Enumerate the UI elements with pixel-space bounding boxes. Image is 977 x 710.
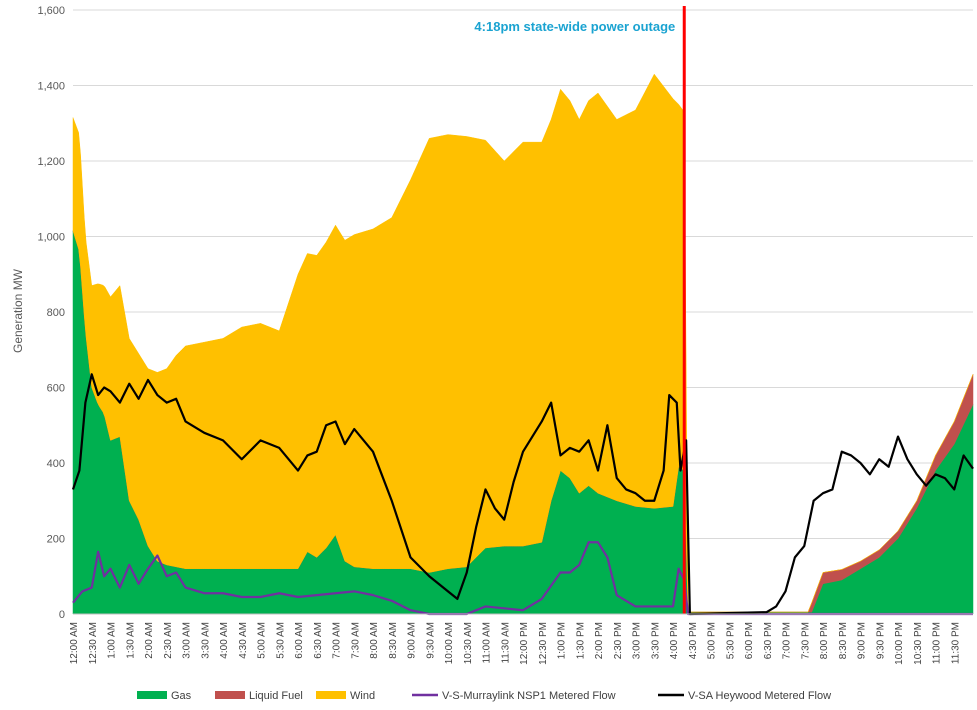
legend-swatch (316, 691, 346, 699)
line-v-s-murraylink-nsp1-metered-flow (72, 541, 973, 616)
x-tick-label: 1:30 PM (575, 622, 586, 659)
x-tick-label: 4:30 PM (688, 622, 699, 659)
x-tick-label: 9:00 AM (407, 622, 418, 659)
x-tick-label: 12:30 AM (88, 622, 99, 664)
x-tick-label: 4:00 PM (669, 622, 680, 659)
x-tick-label: 2:30 PM (613, 622, 624, 659)
legend-swatch (215, 691, 245, 699)
x-tick-label: 2:00 AM (144, 622, 155, 659)
x-tick-label: 10:30 AM (463, 622, 474, 664)
x-tick-label: 11:30 PM (950, 622, 961, 664)
x-tick-label: 6:30 PM (763, 622, 774, 659)
x-tick-label: 10:30 PM (913, 622, 924, 665)
x-tick-label: 4:00 AM (219, 622, 230, 659)
x-tick-label: 3:30 AM (200, 622, 211, 659)
x-tick-label: 7:00 PM (782, 622, 793, 659)
flow-lines (71, 373, 974, 616)
x-tick-label: 8:30 PM (838, 622, 849, 659)
x-tick-label: 12:00 PM (519, 622, 530, 665)
x-axis: 12:00 AM 12:30 AM 1:00 AM 1:30 AM 2:00 AM 2:3… (69, 613, 973, 665)
x-tick-label: 10:00 AM (444, 622, 455, 664)
y-tick-label: 1,000 (37, 232, 65, 244)
x-tick-label: 6:00 PM (744, 622, 755, 659)
x-tick-label: 10:00 PM (894, 622, 905, 665)
x-tick-label: 8:30 AM (388, 622, 399, 659)
legend-label: Gas (171, 690, 192, 702)
x-tick-label: 9:30 AM (425, 622, 436, 659)
stacked-areas (72, 73, 974, 615)
x-tick-label: 12:30 PM (538, 622, 549, 665)
y-tick-label: 800 (47, 307, 65, 319)
x-tick-label: 9:30 PM (875, 622, 886, 659)
x-tick-label: 7:30 AM (350, 622, 361, 659)
x-tick-label: 3:00 PM (632, 622, 643, 659)
y-axis-label: Generation MW (11, 268, 25, 353)
outage-annotation: 4:18pm state-wide power outage (474, 19, 675, 34)
y-tick-label: 1,600 (37, 5, 65, 17)
legend-label: Liquid Fuel (249, 690, 303, 702)
x-tick-label: 3:30 PM (650, 622, 661, 659)
x-tick-label: 9:00 PM (857, 622, 868, 659)
y-tick-label: 1,200 (37, 156, 65, 168)
legend: Gas Liquid Fuel Wind V-S-Murraylink NSP1 Me… (137, 690, 831, 702)
x-tick-label: 5:00 PM (707, 622, 718, 659)
x-tick-label: 1:00 PM (557, 622, 568, 659)
y-tick-label: 400 (47, 458, 65, 470)
x-tick-label: 8:00 PM (819, 622, 830, 659)
y-tick-label: 1,400 (37, 81, 65, 93)
x-tick-label: 1:00 AM (107, 622, 118, 659)
x-tick-label: 6:00 AM (294, 622, 305, 659)
x-tick-label: 4:30 AM (238, 622, 249, 659)
x-tick-label: 5:30 AM (275, 622, 286, 659)
x-tick-label: 8:00 AM (369, 622, 380, 659)
x-tick-label: 7:00 AM (332, 622, 343, 659)
legend-swatch (137, 691, 167, 699)
y-tick-label: 200 (47, 534, 65, 546)
x-tick-label: 11:00 AM (482, 622, 493, 664)
x-tick-label: 5:30 PM (725, 622, 736, 659)
x-tick-label: 2:00 PM (594, 622, 605, 659)
legend-label: V-S-Murraylink NSP1 Metered Flow (442, 690, 616, 702)
line-v-sa-heywood-metered-flow (71, 373, 974, 616)
area-wind (72, 73, 974, 613)
x-tick-label: 1:30 AM (125, 622, 136, 659)
y-tick-label: 600 (47, 383, 65, 395)
x-tick-label: 5:00 AM (257, 622, 268, 659)
legend-label: Wind (350, 690, 375, 702)
x-tick-label: 3:00 AM (182, 622, 193, 659)
y-tick-label: 0 (59, 609, 65, 621)
y-axis: 0 200 400 600 800 1,000 1,200 1,400 1,600 (37, 5, 65, 621)
x-tick-label: 12:00 AM (69, 622, 80, 664)
x-tick-label: 11:00 PM (932, 622, 943, 664)
x-tick-label: 6:30 AM (313, 622, 324, 659)
x-tick-label: 11:30 AM (500, 622, 511, 664)
legend-label: V-SA Heywood Metered Flow (688, 690, 831, 702)
x-tick-label: 7:30 PM (800, 622, 811, 659)
x-tick-label: 2:30 AM (163, 622, 174, 659)
